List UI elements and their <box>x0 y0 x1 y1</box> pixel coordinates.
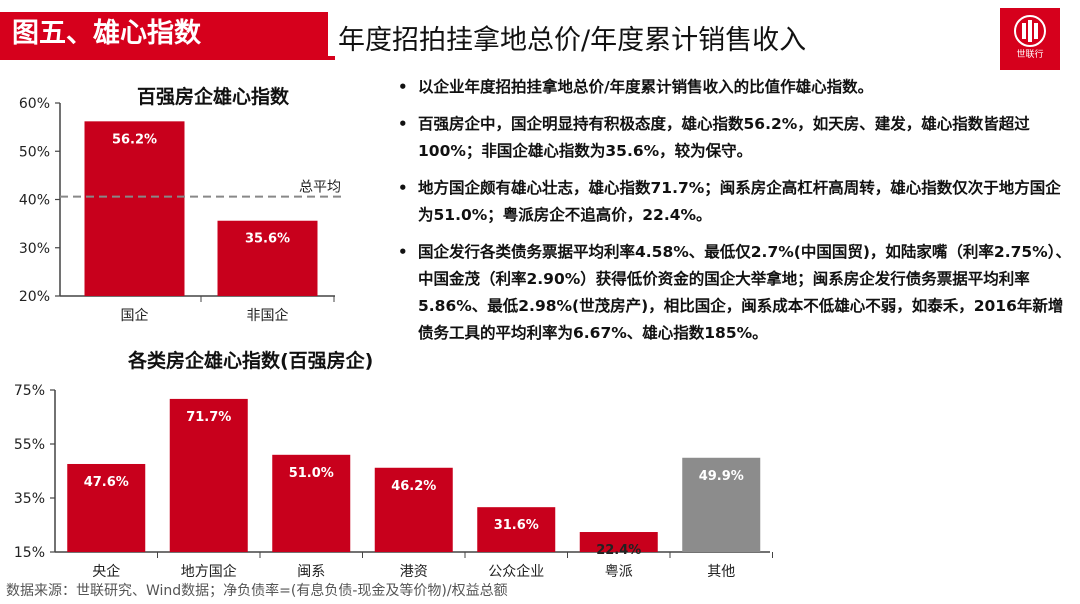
bar-value-label: 71.7% <box>186 410 231 425</box>
source-note: 数据来源：世联研究、Wind数据；净负债率=(有息负债-现金及等价物)/权益总额 <box>6 583 508 599</box>
bar <box>374 467 453 552</box>
category-label: 粤派 <box>605 564 633 580</box>
section-label: 图五、雄心指数 <box>0 12 328 56</box>
bullet-text: 地方国企颇有雄心壮志，雄心指数71.7%；闽系房企高杠杆高周转，雄心指数仅次于地… <box>418 179 1061 224</box>
header-rule <box>0 56 335 60</box>
y-tick-label: 60% <box>19 96 50 112</box>
bullet-text: 以企业年度招拍挂拿地总价/年度累计销售收入的比值作雄心指数。 <box>418 78 874 96</box>
bullet-list: • 以企业年度招拍挂拿地总价/年度累计销售收入的比值作雄心指数。 • 百强房企中，国… <box>396 74 1072 357</box>
category-label: 地方国企 <box>181 563 237 580</box>
bar <box>217 220 318 296</box>
bullet-text: 百强房企中，国企明显持有积极态度，雄心指数56.2%，如天房、建发，雄心指数皆超… <box>418 115 1030 160</box>
y-tick-label: 75% <box>14 383 45 399</box>
chart2-title: 各类房企雄心指数(百强房企) <box>128 350 374 372</box>
bar <box>682 457 761 552</box>
bullet-item: • 国企发行各类债务票据平均利率4.58%、最低仅2.7%(中国国贸)，如陆家嘴（… <box>396 239 1072 347</box>
chart1-title: 百强房企雄心指数 <box>137 86 290 108</box>
y-tick-label: 50% <box>19 144 50 160</box>
bar-value-label: 22.4% <box>596 543 641 558</box>
category-label: 央企 <box>92 563 120 580</box>
bar <box>477 507 556 552</box>
bar <box>169 398 248 552</box>
y-tick-label: 30% <box>19 241 50 257</box>
bar <box>84 121 185 297</box>
bar-value-label: 35.6% <box>245 232 290 247</box>
category-label: 公众企业 <box>488 563 544 580</box>
bar-value-label: 47.6% <box>84 475 129 490</box>
bullet-item: • 百强房企中，国企明显持有积极态度，雄心指数56.2%，如天房、建发，雄心指数皆… <box>396 111 1072 165</box>
bar-value-label: 46.2% <box>391 479 436 494</box>
y-tick-label: 55% <box>14 437 45 453</box>
bar-value-label: 51.0% <box>289 466 334 481</box>
category-label: 非国企 <box>247 307 289 324</box>
logo-text: 世联行 <box>1016 50 1044 60</box>
category-label: 闽系 <box>297 564 325 580</box>
bullet-item: • 地方国企颇有雄心壮志，雄心指数71.7%；闽系房企高杠杆高周转，雄心指数仅次于… <box>396 175 1072 229</box>
bar-value-label: 56.2% <box>112 132 157 147</box>
category-label: 港资 <box>400 564 428 580</box>
bullet-dot-icon: • <box>398 115 408 133</box>
chart-bottom: 15% 35% 55% 75% 47.6% 央企 71.7% 地方国企 51.0% 闽系 46.2%… <box>14 383 773 580</box>
category-label: 其他 <box>707 564 735 580</box>
y-tick-label: 40% <box>19 193 50 209</box>
bullet-dot-icon: • <box>398 78 408 96</box>
bullet-text: 国企发行各类债务票据平均利率4.58%、最低仅2.7%(中国国贸)，如陆家嘴（利… <box>418 243 1071 342</box>
y-tick-label: 35% <box>14 491 45 507</box>
page-title: 年度招拍挂拿地总价/年度累计销售收入 <box>338 25 807 56</box>
logo-emblem-icon <box>1014 15 1046 47</box>
bar-value-label: 31.6% <box>494 518 539 533</box>
bar <box>272 454 351 552</box>
bar <box>579 532 658 552</box>
y-tick-label: 20% <box>19 289 50 305</box>
bullet-dot-icon: • <box>398 243 408 261</box>
brand-logo: 世联行 <box>1000 8 1060 70</box>
bar <box>67 463 146 552</box>
category-label: 国企 <box>121 307 149 324</box>
average-label: 总平均 <box>299 180 341 196</box>
bullet-dot-icon: • <box>398 179 408 197</box>
chart-top: 20% 30% 40% 50% 60% 56.2% 国企 35.6% 非国企 总平均 <box>19 96 345 324</box>
bar-value-label: 49.9% <box>699 469 744 484</box>
y-tick-label: 15% <box>14 545 45 561</box>
bullet-item: • 以企业年度招拍挂拿地总价/年度累计销售收入的比值作雄心指数。 <box>396 74 1072 101</box>
